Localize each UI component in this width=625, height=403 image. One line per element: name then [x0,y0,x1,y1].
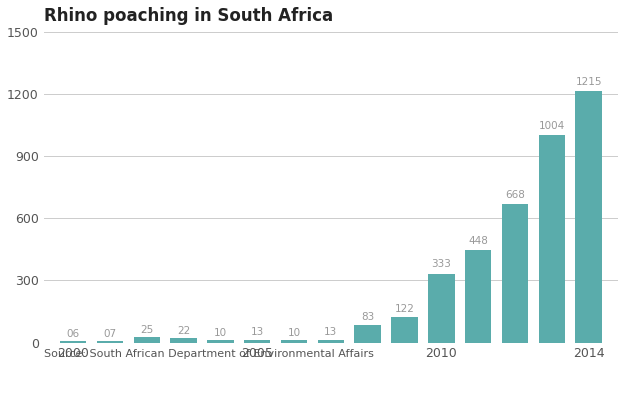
Text: Rhino poaching in South Africa: Rhino poaching in South Africa [44,7,332,25]
Bar [428,274,454,343]
Text: 06: 06 [67,329,80,339]
Bar [465,250,491,343]
Bar [171,338,197,343]
Text: 83: 83 [361,312,374,322]
Bar [97,341,123,343]
Text: 448: 448 [468,236,488,246]
Bar [244,340,271,343]
Bar [134,337,160,343]
Bar [502,204,528,343]
Bar [539,135,565,343]
Bar [207,341,234,343]
Bar [576,91,602,343]
Text: 25: 25 [140,325,153,335]
Text: 22: 22 [177,326,190,336]
Text: 1215: 1215 [576,77,602,87]
Bar [281,341,308,343]
Bar [318,340,344,343]
Bar [391,317,418,343]
Text: 13: 13 [251,327,264,337]
Text: 10: 10 [214,328,227,338]
Text: 13: 13 [324,327,338,337]
Bar [354,325,381,343]
Text: 07: 07 [103,328,116,339]
Bar [60,341,86,343]
Text: 10: 10 [288,328,301,338]
Text: 333: 333 [431,260,451,270]
Text: 668: 668 [505,190,525,200]
Text: 122: 122 [394,304,414,314]
Text: Source: South African Department of Environmental Affairs: Source: South African Department of Envi… [44,349,374,359]
Text: 1004: 1004 [539,120,565,131]
